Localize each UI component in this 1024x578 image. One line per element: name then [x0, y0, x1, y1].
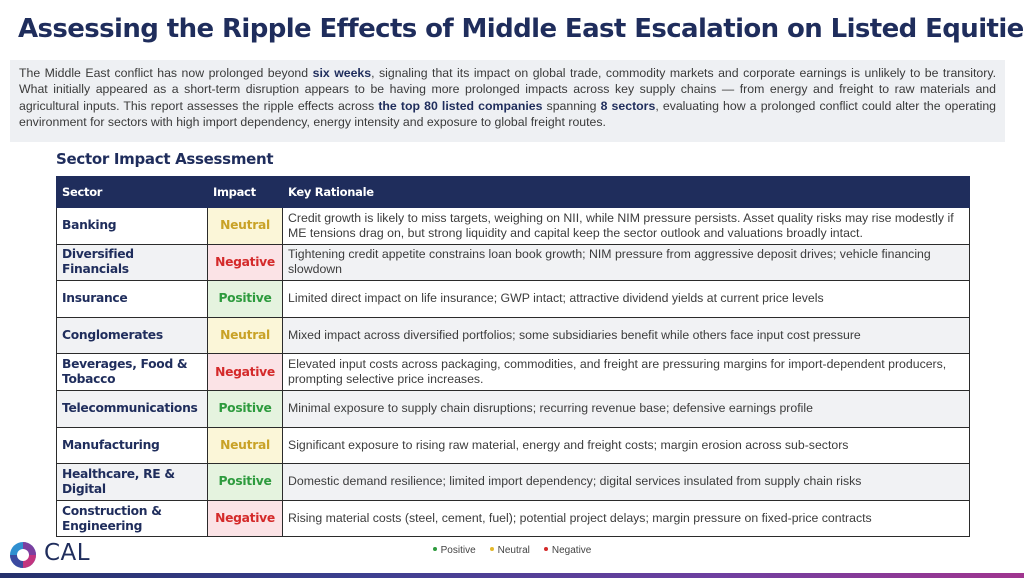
sector-name: Diversified Financials	[56, 243, 208, 282]
intro-text-4: , evaluating how a prolonged conflict co…	[19, 98, 996, 129]
cal-logo: CAL	[8, 540, 98, 570]
impact-rating: Negative	[207, 243, 283, 282]
sector-name: Construction & Engineering	[56, 499, 208, 538]
legend-dot-icon	[432, 547, 437, 552]
key-rationale: Rising material costs (steel, cement, fu…	[282, 499, 970, 538]
impact-rating: Positive	[207, 280, 283, 318]
sector-name: Banking	[56, 207, 208, 245]
impact-rating: Positive	[207, 463, 283, 501]
impact-rating: Positive	[207, 389, 283, 428]
sector-name: Manufacturing	[56, 426, 208, 465]
table-header-row: Sector Impact Key Rationale	[56, 176, 970, 208]
intro-text-2: , signaling that its impact on global tr…	[19, 66, 997, 113]
key-rationale: Domestic demand resilience; limited impo…	[282, 463, 970, 501]
table-row: Diversified Financials Negative Tightening…	[56, 243, 970, 282]
legend-item: Neutral	[489, 545, 530, 556]
table-row: Banking Neutral Credit growth is likely to…	[56, 207, 970, 245]
legend-label: Negative	[551, 545, 592, 556]
impact-legend: Positive Neutral Negative	[0, 545, 1024, 556]
table-row: Healthcare, RE & Digital Positive Domestic…	[56, 463, 970, 501]
intro-paragraph: The Middle East conflict has now prolong…	[10, 60, 1005, 142]
table-row: Insurance Positive Limited direct impact o…	[56, 280, 970, 318]
table-row: Conglomerates Neutral Mixed impact across …	[56, 316, 970, 355]
legend-label: Neutral	[497, 545, 530, 556]
legend-dot-icon	[543, 547, 548, 552]
sector-name: Beverages, Food & Tobacco	[56, 353, 208, 391]
key-rationale: Limited direct impact on life insurance;…	[282, 280, 970, 318]
key-rationale: Minimal exposure to supply chain disrupt…	[282, 389, 970, 428]
sector-name: Telecommunications	[56, 389, 208, 428]
sector-name: Conglomerates	[56, 316, 208, 355]
cal-logo-icon	[10, 542, 36, 568]
header-sector: Sector	[56, 176, 208, 208]
sector-name: Healthcare, RE & Digital	[56, 463, 208, 501]
legend-item: Positive	[432, 545, 476, 556]
header-rationale: Key Rationale	[282, 176, 970, 208]
section-heading: Sector Impact Assessment	[56, 150, 274, 168]
table-row: Telecommunications Positive Minimal exposu…	[56, 389, 970, 428]
legend-item: Negative	[543, 545, 592, 556]
impact-rating: Neutral	[207, 316, 283, 355]
key-rationale: Elevated input costs across packaging, c…	[282, 353, 970, 391]
intro-highlight-six-weeks: six weeks	[312, 66, 372, 80]
impact-rating: Neutral	[207, 207, 283, 245]
intro-text-1: The Middle East conflict has now prolong…	[19, 66, 313, 80]
table-row: Construction & Engineering Negative Rising…	[56, 499, 970, 538]
intro-text-3: spanning	[542, 98, 601, 113]
sector-impact-table: Sector Impact Key Rationale Banking Neutr…	[56, 176, 970, 538]
key-rationale: Credit growth is likely to miss targets,…	[282, 207, 970, 245]
impact-rating: Negative	[207, 499, 283, 538]
sector-name: Insurance	[56, 280, 208, 318]
intro-highlight-top-80: the top 80 listed companies	[378, 98, 543, 113]
table-row: Manufacturing Neutral Significant exposure…	[56, 426, 970, 465]
key-rationale: Significant exposure to rising raw mater…	[282, 426, 970, 465]
impact-rating: Neutral	[207, 426, 283, 465]
table-row: Beverages, Food & Tobacco Negative Elevate…	[56, 353, 970, 391]
header-impact: Impact	[207, 176, 283, 208]
legend-label: Positive	[440, 545, 476, 556]
intro-highlight-8-sectors: 8 sectors	[600, 98, 656, 113]
key-rationale: Mixed impact across diversified portfoli…	[282, 316, 970, 355]
page-title: Assessing the Ripple Effects of Middle E…	[18, 14, 1024, 44]
key-rationale: Tightening credit appetite constrains lo…	[282, 243, 970, 282]
legend-dot-icon	[489, 547, 494, 552]
logo-text: CAL	[44, 540, 91, 566]
impact-rating: Negative	[207, 353, 283, 391]
bottom-accent-bar	[0, 573, 1024, 578]
